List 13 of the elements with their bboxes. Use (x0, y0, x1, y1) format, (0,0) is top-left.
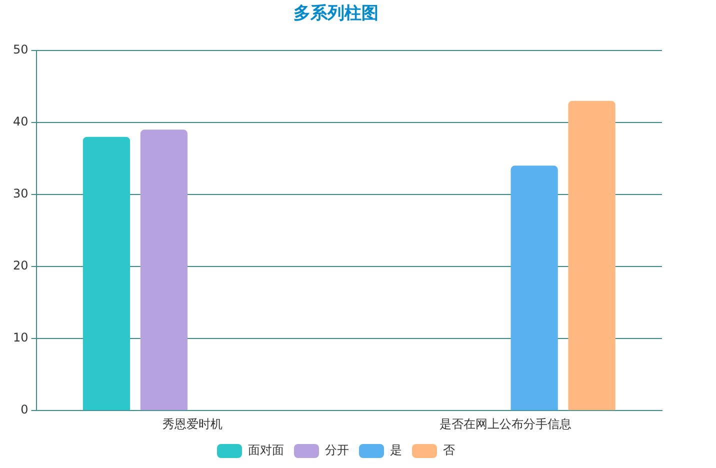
y-tick-label: 20 (12, 258, 28, 273)
y-tick-label: 0 (20, 402, 28, 417)
y-tick-label: 50 (12, 42, 28, 57)
legend-label: 是 (390, 443, 402, 458)
legend-label: 面对面 (248, 443, 284, 458)
legend-label: 分开 (325, 443, 349, 458)
y-tick-label: 40 (12, 114, 28, 129)
y-tick-label: 30 (12, 186, 28, 201)
legend-label: 否 (443, 443, 455, 458)
chart-title: 多系列柱图 (294, 4, 378, 24)
x-tick-label: 是否在网上公布分手信息 (440, 416, 572, 431)
x-tick-label: 秀恩爱时机 (162, 416, 223, 431)
y-tick-label: 10 (12, 330, 28, 345)
